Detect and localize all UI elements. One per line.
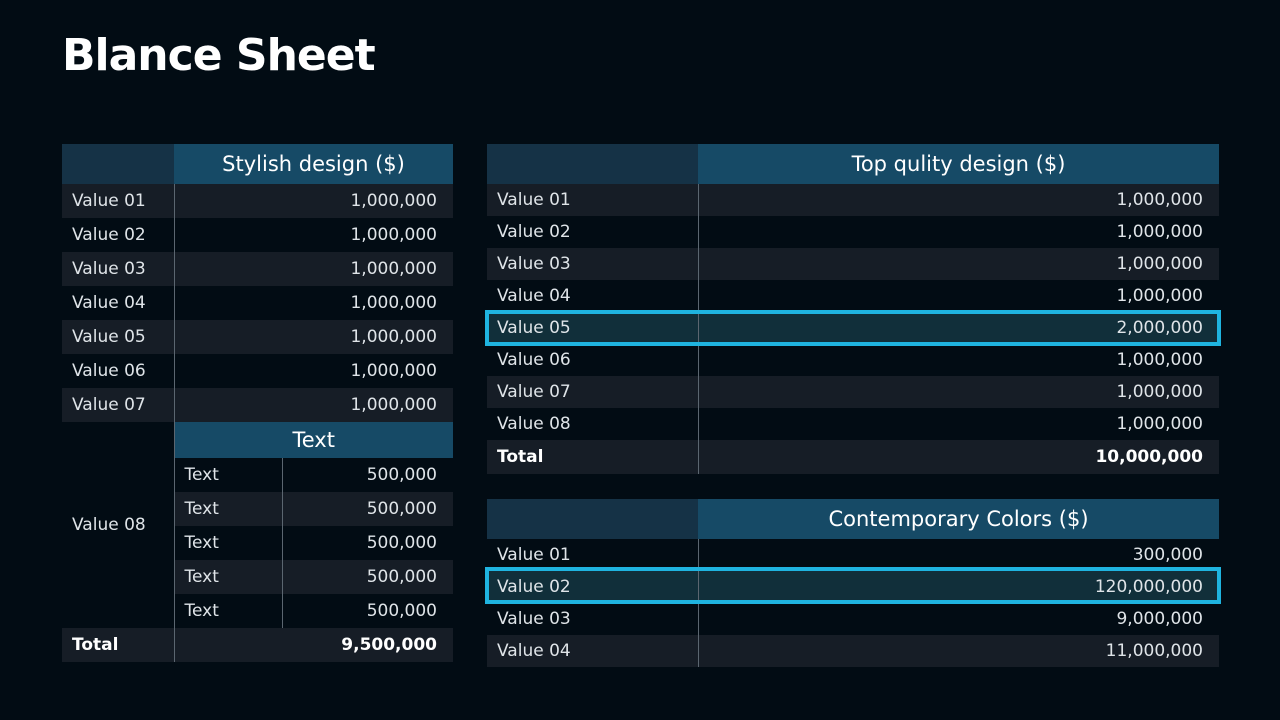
row-value: 1,000,000: [698, 216, 1219, 248]
table-row: Value 08 1,000,000: [487, 408, 1219, 440]
row-value: 1,000,000: [698, 248, 1219, 280]
row-label: Value 01: [487, 184, 699, 216]
row-label: Value 04: [487, 635, 699, 667]
total-label: Total: [487, 440, 699, 474]
table-row: Value 06 1,000,000: [487, 344, 1219, 376]
table-header-row: Contemporary Colors ($): [487, 499, 1219, 539]
header-empty-cell: [487, 144, 698, 184]
table-row: Value 03 1,000,000: [62, 252, 453, 286]
table-row-highlighted: Value 02 120,000,000: [487, 571, 1219, 603]
row-value: 1,000,000: [174, 320, 453, 354]
row-value: 11,000,000: [698, 635, 1219, 667]
table-row: Value 04 1,000,000: [487, 280, 1219, 312]
sub-row-label: Text: [174, 594, 283, 628]
row-value: 1,000,000: [698, 280, 1219, 312]
row-label: Value 02: [487, 216, 699, 248]
row-label: Value 01: [62, 184, 175, 218]
row-label: Value 04: [62, 286, 175, 320]
table-row: Value 04 1,000,000: [62, 286, 453, 320]
row-label: Value 01: [487, 539, 699, 571]
table-row: Value 01 1,000,000: [487, 184, 1219, 216]
sub-column-header: Text: [174, 422, 453, 458]
table-header-row: Stylish design ($): [62, 144, 453, 184]
row-label: Value 08: [487, 408, 699, 440]
row-value: 9,000,000: [698, 603, 1219, 635]
row-value: 1,000,000: [174, 184, 453, 218]
table-row: Value 03 9,000,000: [487, 603, 1219, 635]
total-label: Total: [62, 628, 175, 662]
row-value: 2,000,000: [698, 312, 1219, 344]
row-label: Value 02: [62, 218, 175, 252]
page-title: Blance Sheet: [62, 30, 376, 81]
sub-table-row: Text 500,000: [62, 560, 453, 594]
sub-table-row: Text 500,000: [62, 526, 453, 560]
row-value: 1,000,000: [698, 376, 1219, 408]
row-label: Value 06: [62, 354, 175, 388]
group-label: Value 08: [62, 422, 175, 628]
column-header: Stylish design ($): [174, 144, 453, 184]
table-row-highlighted: Value 05 2,000,000: [487, 312, 1219, 344]
top-quality-design-table: Top qulity design ($) Value 01 1,000,000…: [487, 144, 1219, 474]
sub-row-value: 500,000: [282, 458, 453, 492]
sub-row-label: Text: [174, 560, 283, 594]
row-value: 1,000,000: [174, 252, 453, 286]
table-row: Value 01 300,000: [487, 539, 1219, 571]
sub-table-row: Text 500,000: [62, 492, 453, 526]
row-label: Value 05: [487, 312, 699, 344]
table-row: Value 03 1,000,000: [487, 248, 1219, 280]
row-label: Value 03: [62, 252, 175, 286]
sub-row-label: Text: [174, 458, 283, 492]
row-label: Value 04: [487, 280, 699, 312]
sub-row-label: Text: [174, 526, 283, 560]
row-value: 1,000,000: [174, 286, 453, 320]
row-value: 1,000,000: [698, 344, 1219, 376]
total-row: Total 10,000,000: [487, 440, 1219, 474]
sub-row-value: 500,000: [282, 560, 453, 594]
row-label: Value 05: [62, 320, 175, 354]
table-header-row: Top qulity design ($): [487, 144, 1219, 184]
row-label: Value 03: [487, 603, 699, 635]
table-row: Value 02 1,000,000: [487, 216, 1219, 248]
sub-row-value: 500,000: [282, 594, 453, 628]
row-label: Value 07: [62, 388, 175, 422]
row-value: 1,000,000: [174, 354, 453, 388]
row-value: 1,000,000: [174, 218, 453, 252]
table-row: Value 02 1,000,000: [62, 218, 453, 252]
row-value: 120,000,000: [698, 571, 1219, 603]
sub-header-row: Value 08 Text: [62, 422, 453, 628]
row-value: 1,000,000: [698, 408, 1219, 440]
column-header: Contemporary Colors ($): [698, 499, 1219, 539]
table-row: Value 04 11,000,000: [487, 635, 1219, 667]
total-value: 9,500,000: [174, 628, 453, 662]
header-empty-cell: [62, 144, 174, 184]
stylish-design-table: Stylish design ($) Value 01 1,000,000 Va…: [62, 144, 453, 662]
row-value: 1,000,000: [174, 388, 453, 422]
total-row: Total 9,500,000: [62, 628, 453, 662]
contemporary-colors-table: Contemporary Colors ($) Value 01 300,000…: [487, 499, 1219, 667]
row-value: 1,000,000: [698, 184, 1219, 216]
row-label: Value 07: [487, 376, 699, 408]
sub-row-label: Text: [174, 492, 283, 526]
table-row: Value 07 1,000,000: [487, 376, 1219, 408]
row-label: Value 03: [487, 248, 699, 280]
table-row: Value 01 1,000,000: [62, 184, 453, 218]
table-row: Value 06 1,000,000: [62, 354, 453, 388]
table-row: Value 07 1,000,000: [62, 388, 453, 422]
sub-row-value: 500,000: [282, 492, 453, 526]
table-row: Value 05 1,000,000: [62, 320, 453, 354]
column-header: Top qulity design ($): [698, 144, 1219, 184]
header-empty-cell: [487, 499, 698, 539]
total-value: 10,000,000: [698, 440, 1219, 474]
row-label: Value 06: [487, 344, 699, 376]
row-value: 300,000: [698, 539, 1219, 571]
row-label: Value 02: [487, 571, 699, 603]
sub-table-row: Text 500,000: [62, 458, 453, 492]
sub-table-row: Text 500,000: [62, 594, 453, 628]
sub-row-value: 500,000: [282, 526, 453, 560]
